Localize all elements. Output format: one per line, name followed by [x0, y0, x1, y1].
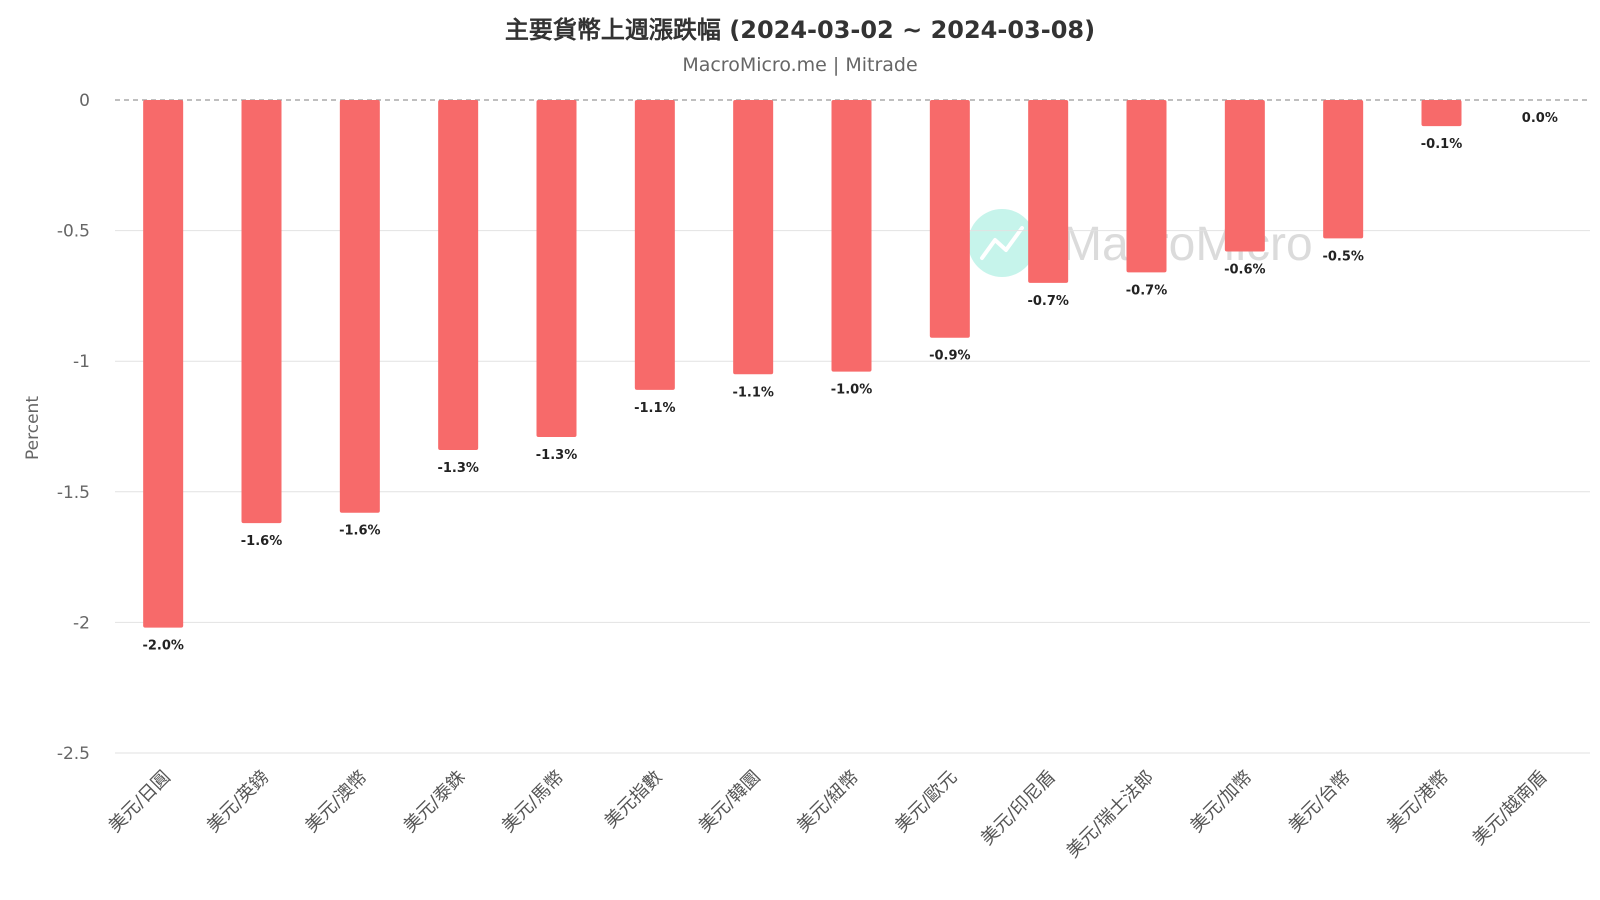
data-label: -1.3% — [437, 461, 478, 476]
bar — [831, 100, 872, 372]
bar — [733, 100, 774, 375]
x-tick-label: 美元/馬幣 — [498, 767, 568, 837]
watermark-text: MacroMicro — [1062, 218, 1313, 271]
y-tick-label: -2.5 — [57, 744, 90, 764]
y-axis: 0 -0.5 -1 -1.5 -2 -2.5 — [57, 91, 90, 764]
x-tick-label: 美元/韓圜 — [695, 767, 765, 837]
y-tick-label: -1.5 — [57, 483, 90, 503]
bar — [1224, 100, 1265, 252]
x-tick-label: 美元/日圓 — [105, 767, 175, 837]
x-tick-label: 美元/港幣 — [1383, 767, 1453, 837]
data-label: -2.0% — [142, 639, 183, 654]
data-label: -0.6% — [1224, 262, 1265, 277]
bar — [1421, 100, 1462, 127]
watermark-logo-icon — [968, 209, 1036, 277]
bar — [634, 100, 675, 390]
bar — [241, 100, 282, 524]
data-label: -0.7% — [1126, 283, 1167, 298]
x-tick-label: 美元/英鎊 — [203, 767, 273, 837]
bar — [1126, 100, 1167, 273]
watermark-chart-icon — [980, 226, 1024, 260]
bar — [1323, 100, 1364, 239]
x-tick-label: 美元/澳幣 — [301, 767, 371, 837]
data-label: -0.5% — [1322, 249, 1363, 264]
bar — [143, 100, 184, 628]
y-tick-label: 0 — [79, 91, 90, 111]
bars — [143, 100, 1462, 628]
data-label: -1.0% — [831, 383, 872, 398]
data-label: -0.9% — [929, 349, 970, 364]
x-tick-label: 美元/紐幣 — [793, 767, 863, 837]
watermark: MacroMicro — [968, 209, 1313, 277]
x-tick-label: 美元/台幣 — [1285, 767, 1355, 837]
x-tick-label: 美元/泰銖 — [400, 767, 470, 837]
chart-title: 主要貨幣上週漲跌幅 (2024-03-02 ~ 2024-03-08) — [504, 16, 1096, 44]
x-tick-label: 美元/歐元 — [891, 767, 961, 837]
bar — [929, 100, 970, 338]
data-label: -1.6% — [241, 534, 282, 549]
data-label: -1.1% — [732, 385, 773, 400]
data-label: -0.7% — [1027, 294, 1068, 309]
y-tick-label: -2 — [73, 613, 90, 633]
x-axis: 美元/日圓 美元/英鎊 美元/澳幣 美元/泰銖 美元/馬幣 美元指數 美元/韓圜 美元/紐幣美… — [105, 767, 1552, 863]
chart-subtitle: MacroMicro.me | Mitrade — [682, 54, 918, 76]
y-tick-label: -1 — [73, 352, 90, 372]
bar — [536, 100, 577, 437]
data-labels: -2.0% -1.6% -1.6% -1.3% -1.3% -1.1% -1.1% -1.0%… — [142, 111, 1557, 654]
x-tick-label: 美元/加幣 — [1186, 767, 1256, 837]
x-tick-label: 美元/瑞士法郎 — [1063, 767, 1159, 863]
x-tick-label: 美元/越南盾 — [1469, 767, 1552, 850]
x-tick-label: 美元/印尼盾 — [977, 767, 1060, 850]
data-label: 0.0% — [1522, 111, 1558, 126]
data-label: -0.1% — [1421, 137, 1462, 152]
bar — [1028, 100, 1069, 283]
bar — [438, 100, 479, 451]
data-label: -1.1% — [634, 401, 675, 416]
data-label: -1.6% — [339, 524, 380, 539]
bar — [339, 100, 380, 513]
x-tick-label: 美元指數 — [601, 767, 667, 833]
data-label: -1.3% — [536, 448, 577, 463]
y-axis-title: Percent — [23, 396, 43, 460]
y-tick-label: -0.5 — [57, 222, 90, 242]
